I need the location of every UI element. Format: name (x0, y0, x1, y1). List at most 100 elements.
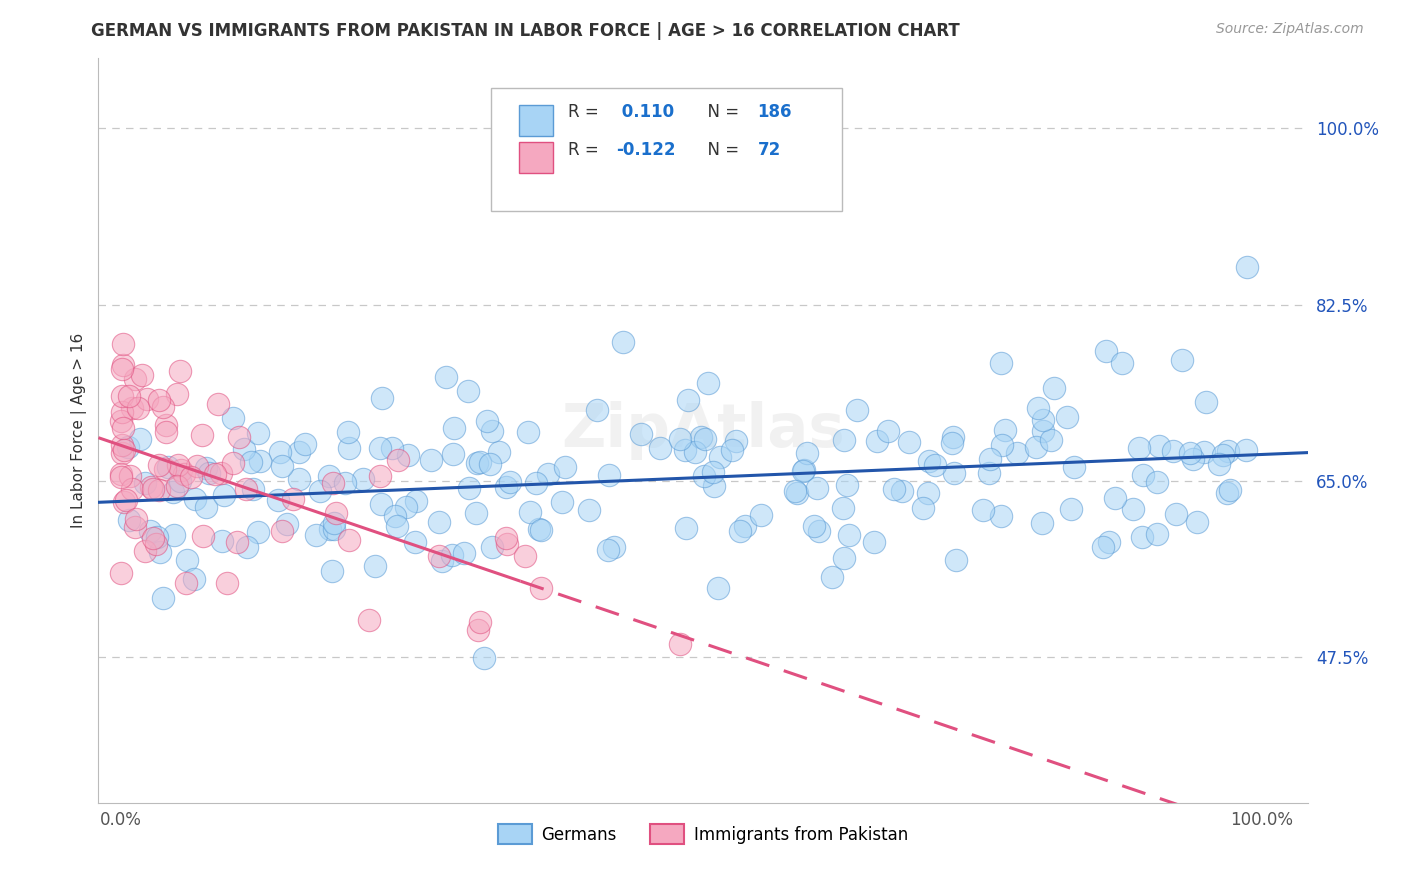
Point (246, 524, 269, 539)
Point (288, 444, 311, 458)
Point (598, 468, 620, 483)
Point (668, 637, 690, 651)
Point (222, 456, 245, 470)
Point (1208, 457, 1230, 471)
Point (1185, 515, 1208, 529)
Point (129, 432, 152, 446)
Text: Source: ZipAtlas.com: Source: ZipAtlas.com (1216, 22, 1364, 37)
Point (149, 545, 172, 559)
Point (419, 452, 441, 467)
Point (368, 469, 391, 483)
Point (1043, 381, 1066, 395)
Point (166, 387, 188, 401)
Point (821, 570, 844, 584)
Text: R =: R = (568, 103, 603, 120)
Point (405, 494, 427, 508)
Point (1146, 527, 1168, 541)
Point (226, 535, 249, 549)
Point (751, 508, 773, 522)
Point (1161, 443, 1184, 458)
Point (152, 400, 174, 414)
Point (785, 483, 807, 498)
Point (212, 488, 235, 502)
Point (703, 479, 725, 493)
Point (404, 535, 426, 549)
Point (194, 500, 217, 515)
Point (994, 423, 1017, 437)
Point (323, 516, 346, 530)
Point (495, 480, 517, 494)
Point (166, 479, 188, 493)
Point (786, 486, 808, 500)
FancyBboxPatch shape (519, 142, 553, 173)
Text: R =: R = (568, 142, 603, 160)
Point (135, 392, 157, 407)
Point (1147, 439, 1170, 453)
Point (942, 429, 965, 443)
Point (384, 508, 406, 523)
Point (1092, 541, 1115, 555)
Point (186, 458, 208, 473)
Point (1026, 401, 1049, 415)
Point (131, 368, 153, 382)
Point (368, 441, 391, 455)
Point (603, 540, 626, 554)
Point (127, 401, 149, 416)
Point (169, 474, 191, 488)
Point (124, 520, 146, 534)
Point (112, 337, 135, 351)
Point (319, 522, 342, 536)
Point (808, 524, 831, 538)
Point (173, 467, 195, 481)
Point (972, 502, 994, 516)
Point (305, 527, 328, 541)
Point (796, 445, 818, 459)
Point (111, 446, 134, 460)
Point (398, 448, 420, 462)
Point (125, 512, 148, 526)
Point (1031, 516, 1053, 530)
Point (1025, 440, 1047, 454)
Point (184, 491, 207, 506)
Point (1164, 507, 1187, 521)
Point (918, 454, 941, 468)
Point (1178, 446, 1201, 460)
Point (121, 401, 143, 415)
Point (359, 613, 381, 627)
Point (363, 558, 385, 573)
Point (134, 476, 156, 491)
Point (1122, 502, 1144, 516)
Point (183, 573, 205, 587)
Point (112, 421, 135, 435)
Point (309, 483, 332, 498)
Point (276, 516, 298, 531)
Point (209, 466, 232, 480)
Point (499, 475, 522, 490)
Point (1216, 486, 1239, 500)
Point (148, 458, 170, 473)
Point (519, 505, 541, 519)
Point (235, 482, 257, 496)
Point (1060, 502, 1083, 516)
Point (111, 438, 134, 452)
Point (124, 372, 146, 386)
Point (371, 391, 394, 405)
Point (233, 442, 256, 457)
Point (941, 436, 963, 450)
Point (586, 402, 609, 417)
Point (863, 534, 886, 549)
Point (837, 478, 859, 492)
Point (668, 432, 690, 446)
Point (337, 533, 360, 547)
Point (271, 458, 294, 473)
Point (457, 384, 479, 398)
Y-axis label: In Labor Force | Age > 16: In Labor Force | Age > 16 (72, 333, 87, 528)
Point (148, 483, 170, 497)
Point (427, 515, 450, 529)
Text: 186: 186 (758, 103, 792, 120)
Point (176, 576, 198, 591)
Point (162, 485, 184, 500)
Point (115, 492, 138, 507)
Point (598, 543, 620, 558)
Point (322, 476, 344, 491)
